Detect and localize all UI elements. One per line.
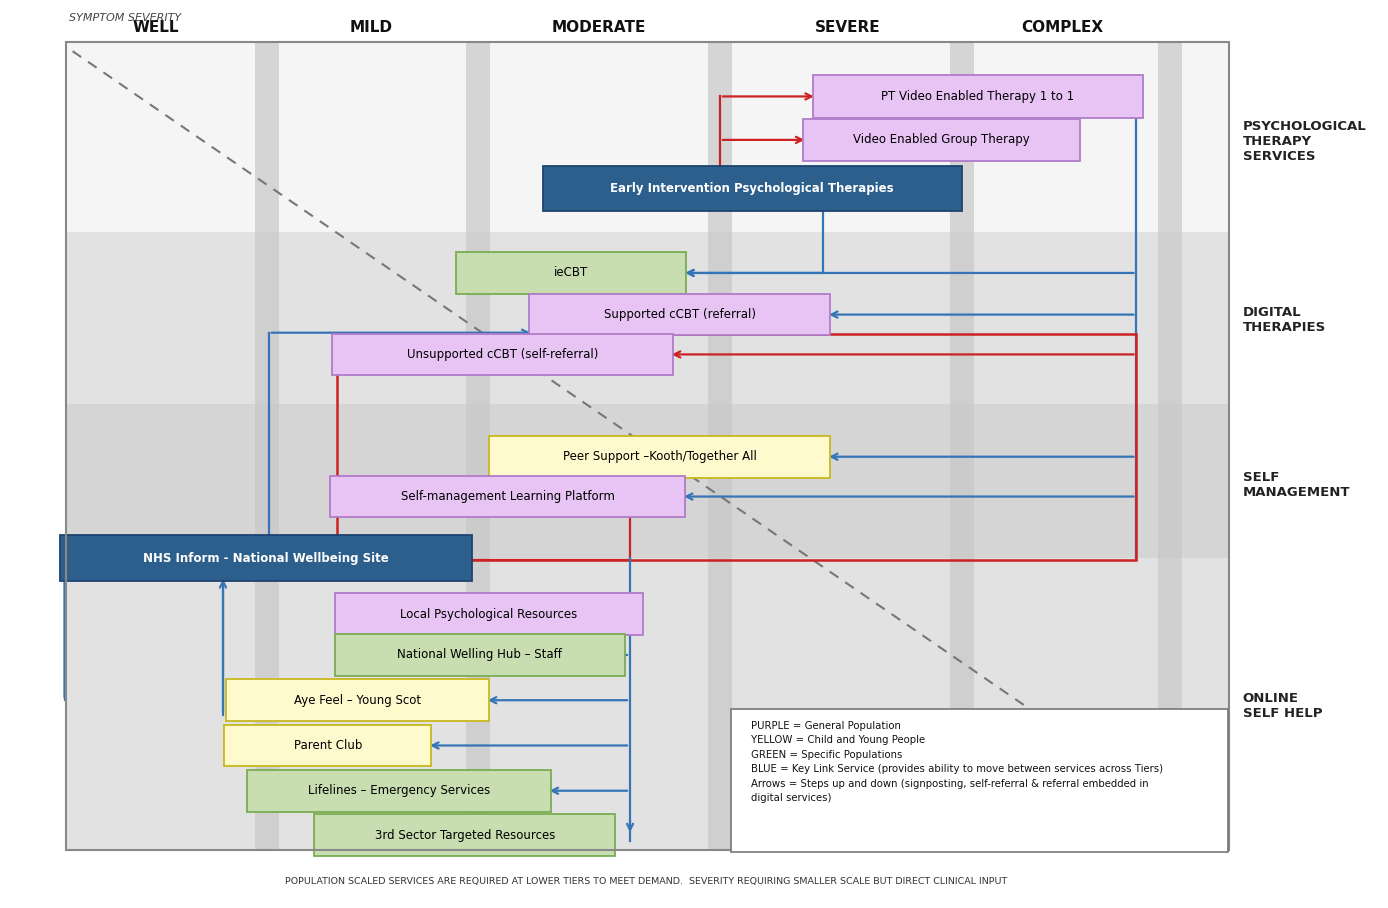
Text: COMPLEX: COMPLEX — [1022, 20, 1103, 35]
FancyBboxPatch shape — [335, 594, 644, 635]
Text: Aye Feel – Young Scot: Aye Feel – Young Scot — [294, 694, 421, 706]
FancyBboxPatch shape — [335, 634, 625, 676]
Text: Unsupported cCBT (self-referral): Unsupported cCBT (self-referral) — [407, 348, 598, 360]
Text: Local Psychological Resources: Local Psychological Resources — [400, 607, 577, 621]
Text: Early Intervention Psychological Therapies: Early Intervention Psychological Therapi… — [611, 183, 894, 195]
FancyBboxPatch shape — [489, 436, 830, 478]
Bar — [1158, 42, 1183, 851]
Bar — [466, 42, 490, 851]
Bar — [949, 42, 974, 851]
Text: MILD: MILD — [350, 20, 393, 35]
FancyBboxPatch shape — [247, 770, 551, 812]
Text: POPULATION SCALED SERVICES ARE REQUIRED AT LOWER TIERS TO MEET DEMAND.  SEVERITY: POPULATION SCALED SERVICES ARE REQUIRED … — [285, 877, 1008, 886]
FancyBboxPatch shape — [529, 294, 830, 335]
Text: Self-management Learning Platform: Self-management Learning Platform — [401, 490, 615, 503]
Text: Peer Support –Kooth/Together All: Peer Support –Kooth/Together All — [562, 450, 756, 463]
Text: Lifelines – Emergency Services: Lifelines – Emergency Services — [308, 785, 490, 797]
FancyBboxPatch shape — [314, 814, 615, 856]
FancyBboxPatch shape — [804, 119, 1080, 161]
Text: DIGITAL
THERAPIES: DIGITAL THERAPIES — [1242, 306, 1326, 334]
Text: ONLINE
SELF HELP: ONLINE SELF HELP — [1242, 692, 1321, 720]
Text: SYMPTOM SEVERITY: SYMPTOM SEVERITY — [68, 13, 180, 23]
Text: SELF
MANAGEMENT: SELF MANAGEMENT — [1242, 470, 1351, 498]
Text: National Welling Hub – Staff: National Welling Hub – Staff — [397, 648, 562, 661]
Bar — [337, 333, 1137, 560]
FancyBboxPatch shape — [332, 333, 673, 375]
Text: WELL: WELL — [133, 20, 179, 35]
Text: Video Enabled Group Therapy: Video Enabled Group Therapy — [854, 133, 1030, 146]
Bar — [708, 42, 731, 851]
FancyBboxPatch shape — [330, 476, 686, 518]
FancyBboxPatch shape — [61, 536, 472, 581]
Text: NHS Inform - National Wellbeing Site: NHS Inform - National Wellbeing Site — [143, 551, 389, 565]
Text: SEVERE: SEVERE — [815, 20, 880, 35]
Text: PT Video Enabled Therapy 1 to 1: PT Video Enabled Therapy 1 to 1 — [881, 90, 1074, 103]
Text: Supported cCBT (referral): Supported cCBT (referral) — [604, 308, 755, 321]
Bar — [65, 558, 1230, 851]
Text: ieCBT: ieCBT — [554, 266, 589, 280]
Bar — [65, 42, 1230, 232]
Text: PSYCHOLOGICAL
THERAPY
SERVICES: PSYCHOLOGICAL THERAPY SERVICES — [1242, 120, 1366, 163]
FancyBboxPatch shape — [226, 679, 489, 721]
Bar — [65, 232, 1230, 404]
Bar — [65, 404, 1230, 558]
FancyBboxPatch shape — [813, 75, 1144, 118]
FancyBboxPatch shape — [543, 166, 962, 212]
FancyBboxPatch shape — [457, 252, 686, 294]
Text: PURPLE = General Population
YELLOW = Child and Young People
GREEN = Specific Pop: PURPLE = General Population YELLOW = Chi… — [751, 721, 1163, 803]
Text: 3rd Sector Targeted Resources: 3rd Sector Targeted Resources — [375, 829, 555, 842]
Text: Parent Club: Parent Club — [294, 739, 362, 752]
FancyBboxPatch shape — [225, 725, 432, 766]
FancyBboxPatch shape — [730, 709, 1228, 853]
Bar — [255, 42, 279, 851]
Text: MODERATE: MODERATE — [552, 20, 647, 35]
Bar — [65, 42, 1230, 851]
